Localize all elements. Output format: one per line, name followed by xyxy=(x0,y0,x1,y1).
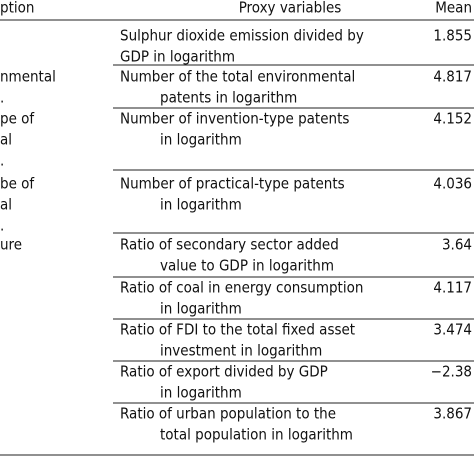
mean-value: 3.867 xyxy=(433,405,472,423)
proxy-text: Sulphur dioxide emission divided by xyxy=(120,27,364,45)
header-cell: ption xyxy=(0,0,34,17)
mean-value: 3.64 xyxy=(442,236,472,254)
proxy-text: in logarithm xyxy=(160,384,242,402)
proxy-text: Number of the total environmental xyxy=(120,68,355,86)
mean-value: 4.817 xyxy=(433,68,472,86)
proxy-text: patents in logarithm xyxy=(160,89,297,107)
proxy-text: investment in logarithm xyxy=(160,342,322,360)
proxy-text: total population in logarithm xyxy=(160,426,353,444)
row-label: nmental xyxy=(0,68,56,86)
mean-value: 3.474 xyxy=(433,321,472,339)
row-label: . xyxy=(0,152,4,170)
proxy-text: Ratio of export divided by GDP xyxy=(120,363,328,381)
proxy-text: in logarithm xyxy=(160,196,242,214)
proxy-text: GDP in logarithm xyxy=(120,48,235,66)
header-cell: Proxy variables xyxy=(239,0,342,17)
row-label: . xyxy=(0,89,4,107)
mean-value: 4.117 xyxy=(433,279,472,297)
row-label: be of xyxy=(0,175,35,193)
proxy-text: in logarithm xyxy=(160,300,242,318)
row-label: al xyxy=(0,131,12,149)
proxy-text: value to GDP in logarithm xyxy=(160,257,334,275)
mean-value: −2.38 xyxy=(431,363,472,381)
proxy-text: Ratio of FDI to the total fixed asset xyxy=(120,321,355,339)
proxy-text: Number of practical-type patents xyxy=(120,175,345,193)
mean-value: 4.152 xyxy=(433,110,472,128)
proxy-text: Number of invention-type patents xyxy=(120,110,349,128)
row-label: . xyxy=(0,217,4,235)
proxy-text: Ratio of coal in energy consumption xyxy=(120,279,363,297)
proxy-text: in logarithm xyxy=(160,131,242,149)
proxy-text: Ratio of secondary sector added xyxy=(120,236,339,254)
proxy-text: Ratio of urban population to the xyxy=(120,405,336,423)
row-label: pe of xyxy=(0,110,35,128)
row-label: al xyxy=(0,196,12,214)
header-cell: Mean xyxy=(435,0,472,17)
mean-value: 1.855 xyxy=(433,27,472,45)
mean-value: 4.036 xyxy=(433,175,472,193)
row-label: ure xyxy=(0,236,22,254)
